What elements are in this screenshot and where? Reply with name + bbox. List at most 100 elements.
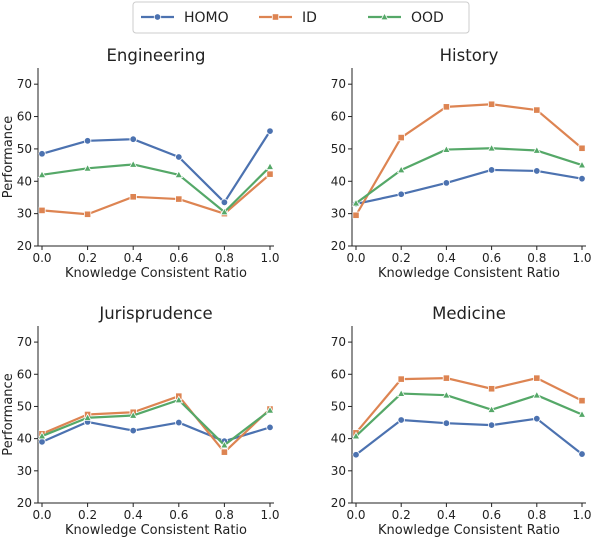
y-tick-label: 50 — [17, 399, 32, 413]
panel-title: Engineering — [107, 46, 206, 65]
legend-marker — [271, 13, 280, 21]
legend-label: HOMO — [184, 10, 229, 26]
y-tick-label: 60 — [331, 367, 346, 381]
data-point — [442, 419, 451, 427]
data-point — [37, 170, 47, 179]
data-point — [174, 170, 184, 179]
data-point — [129, 193, 137, 201]
y-tick-label: 20 — [17, 496, 32, 510]
panel-title: Medicine — [432, 304, 506, 323]
data-point — [128, 159, 138, 168]
data-point — [174, 395, 184, 404]
x-tick-label: 0.6 — [169, 251, 188, 265]
data-point — [577, 409, 587, 418]
x-tick-label: 0.0 — [346, 251, 365, 265]
data-point — [83, 137, 92, 145]
y-tick-label: 50 — [331, 399, 346, 413]
data-point — [37, 431, 47, 440]
x-tick-label: 0.2 — [78, 508, 97, 522]
x-tick-label: 0.2 — [392, 251, 411, 265]
x-tick-label: 0.8 — [527, 251, 546, 265]
data-point — [397, 375, 405, 383]
data-point — [442, 103, 451, 111]
series-ood — [351, 143, 587, 207]
y-tick-label: 70 — [17, 335, 32, 349]
y-tick-label: 20 — [17, 239, 32, 253]
x-tick-label: 1.0 — [260, 251, 279, 265]
series-line — [41, 130, 271, 204]
legend-box — [132, 1, 470, 34]
legend-entry-id: ID — [259, 10, 317, 26]
y-tick-label: 30 — [17, 464, 32, 478]
series-ood — [37, 395, 275, 449]
data-point — [38, 150, 46, 158]
data-point — [533, 106, 541, 114]
series-line — [355, 377, 583, 434]
data-point — [266, 423, 274, 432]
data-point — [352, 211, 360, 219]
data-point — [396, 388, 406, 397]
panel-history: History 20 30 40 50 60 70 0.0 0.2 0.4 0.6 0.8 1.0 Kno… — [331, 46, 592, 281]
series-line — [355, 392, 583, 437]
series-id — [352, 100, 586, 219]
y-tick-label: 70 — [331, 335, 346, 349]
x-tick-label: 0.8 — [215, 251, 234, 265]
data-point — [442, 179, 451, 187]
data-point — [266, 170, 274, 178]
y-tick-label: 30 — [17, 207, 32, 221]
x-tick-label: 0.2 — [392, 508, 411, 522]
x-axis-label: Knowledge Consistent Ratio — [65, 266, 247, 281]
y-tick-label: 50 — [17, 142, 32, 156]
series-homo — [38, 127, 274, 207]
data-point — [577, 160, 587, 169]
data-point — [487, 421, 496, 429]
x-tick-label: 1.0 — [572, 251, 591, 265]
data-point — [578, 174, 586, 183]
data-point — [578, 144, 586, 152]
series-line — [355, 168, 583, 206]
x-axis-label: Knowledge Consistent Ratio — [65, 523, 247, 538]
x-tick-label: 0.0 — [32, 508, 51, 522]
x-tick-label: 0.4 — [124, 508, 143, 522]
data-point — [532, 145, 542, 154]
x-tick-label: 0.2 — [78, 251, 97, 265]
panel-title: Jurisprudence — [98, 304, 212, 323]
data-point — [442, 390, 451, 399]
data-point — [578, 450, 586, 458]
data-point — [38, 206, 46, 214]
data-point — [175, 418, 183, 427]
series-ood — [37, 159, 275, 216]
data-point — [84, 210, 92, 218]
data-point — [351, 431, 361, 440]
data-point — [487, 143, 496, 152]
data-point — [83, 413, 92, 421]
x-tick-label: 0.4 — [437, 508, 456, 522]
data-point — [533, 167, 541, 175]
legend-entry-ood: OOD — [368, 10, 444, 26]
data-point — [442, 374, 451, 382]
y-tick-label: 40 — [17, 432, 32, 446]
data-point — [83, 163, 92, 172]
panel-jurisprudence: Jurisprudence 20 30 40 50 60 70 0.0 0.2 0.4 0.6 0.8… — [1, 304, 280, 538]
data-point — [351, 198, 361, 207]
data-point — [265, 162, 275, 170]
legend: HOMO ID OOD — [132, 1, 470, 34]
data-point — [578, 397, 586, 405]
x-tick-label: 1.0 — [572, 508, 591, 522]
x-tick-label: 0.6 — [482, 251, 501, 265]
y-tick-label: 20 — [331, 496, 346, 510]
y-tick-label: 70 — [17, 77, 32, 91]
y-axis-label: Performance — [1, 116, 16, 198]
data-point — [352, 451, 360, 459]
data-point — [175, 153, 183, 161]
data-point — [532, 390, 542, 399]
series-id — [38, 170, 274, 218]
data-point — [266, 127, 274, 135]
legend-label: OOD — [411, 10, 444, 26]
legend-label: ID — [302, 10, 317, 26]
panel-medicine: Medicine 20 30 40 50 60 70 0.0 0.2 0.4 0.6 0.8 1.0 Kn… — [331, 304, 592, 538]
data-point — [487, 385, 496, 393]
x-axis-label: Knowledge Consistent Ratio — [378, 523, 560, 538]
x-tick-label: 0.6 — [482, 508, 501, 522]
